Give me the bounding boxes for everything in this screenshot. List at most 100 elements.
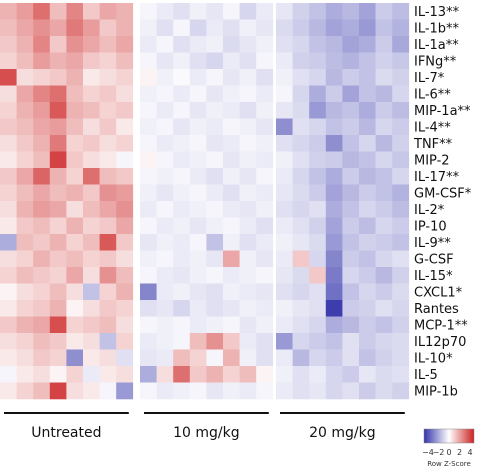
heatmap-cell [66,19,84,37]
heatmap-cell [0,234,17,251]
row-label: MCP-1** [414,318,468,333]
heatmap-cell [140,184,157,202]
heatmap-cell [342,333,360,350]
heatmap-cell [83,283,100,301]
heatmap-cell [375,184,393,202]
heatmap-cell [99,168,117,185]
heatmap-cell [116,283,134,301]
heatmap-cell [276,3,293,20]
heatmap-cell [276,267,293,284]
heatmap-cell [309,267,327,284]
heatmap-cell [223,135,240,152]
heatmap-cell [375,267,393,284]
heatmap-cell [309,234,327,251]
heatmap-cell [342,250,360,268]
heatmap-cell [392,267,410,284]
heatmap-cell [99,69,117,86]
heatmap-cell [223,168,240,185]
heatmap-cell [173,201,191,218]
heatmap-cell [276,151,293,169]
heatmap-cell [206,168,224,185]
heatmap-cell [49,333,67,350]
heatmap-cell [33,333,51,350]
heatmap-cell [16,217,34,235]
heatmap-cell [49,36,67,53]
heatmap-cell [116,366,134,383]
heatmap-cell [116,151,134,169]
heatmap-cell [375,382,393,400]
heatmap-cell [33,184,51,202]
heatmap-cell [66,300,84,317]
heatmap-cell [292,118,310,136]
heatmap-cell [140,135,157,152]
heatmap-cell [49,184,67,202]
heatmap-cell [256,19,274,37]
heatmap-cell [33,316,51,334]
heatmap-cell [359,52,376,70]
heatmap-cell [375,300,393,317]
heatmap-cell [33,36,51,53]
heatmap-cell [140,333,157,350]
heatmap-cell [16,118,34,136]
heatmap-cell [173,69,191,86]
heatmap-cell [256,168,274,185]
heatmap-cell [375,234,393,251]
heatmap-cell [375,69,393,86]
heatmap-cell [276,102,293,119]
heatmap-cell [173,102,191,119]
heatmap-cell [16,85,34,103]
heatmap-cell [256,151,274,169]
heatmap-cell [206,201,224,218]
heatmap-cell [0,283,17,301]
heatmap-cell [325,217,343,235]
heatmap-cell [276,85,293,103]
heatmap-cell [292,283,310,301]
heatmap-cell [83,316,100,334]
heatmap-cell [392,151,410,169]
heatmap-cell [16,168,34,185]
heatmap-cell [0,36,17,53]
heatmap-cell [189,267,207,284]
heatmap-cell [66,184,84,202]
heatmap-cell [173,283,191,301]
heatmap-cell [66,135,84,152]
heatmap-cell [276,250,293,268]
heatmap-cell [359,283,376,301]
heatmap-cell [173,36,191,53]
heatmap-cell [189,217,207,235]
heatmap-cell [140,69,157,86]
color-key-bar [423,428,475,444]
heatmap-cell [66,151,84,169]
heatmap-cell [239,283,257,301]
heatmap-cell [206,85,224,103]
heatmap-cell [33,135,51,152]
heatmap-cell [309,184,327,202]
heatmap-cell [276,69,293,86]
heatmap-cell [116,382,134,400]
heatmap-cell [99,52,117,70]
heatmap-cell [325,300,343,317]
heatmap-cell [156,52,174,70]
heatmap-cell [223,201,240,218]
heatmap-cell [342,85,360,103]
row-label: IL-9** [414,236,451,251]
heatmap-cell [276,234,293,251]
heatmap-cell [189,349,207,367]
heatmap-cell [156,184,174,202]
heatmap-cell [309,349,327,367]
heatmap-cell [140,151,157,169]
heatmap-cell [33,102,51,119]
row-label: IL-7* [414,71,445,86]
heatmap-cell [276,36,293,53]
heatmap-cell [83,36,100,53]
heatmap-cell [66,234,84,251]
heatmap-cell [156,135,174,152]
heatmap-cell [206,250,224,268]
heatmap-cell [66,102,84,119]
heatmap-cell [309,283,327,301]
heatmap-cell [342,349,360,367]
heatmap-cell [256,52,274,70]
heatmap-cell [206,382,224,400]
heatmap-cell [140,366,157,383]
heatmap-cell [140,168,157,185]
